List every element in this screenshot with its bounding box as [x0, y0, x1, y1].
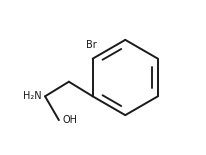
Text: OH: OH — [63, 115, 78, 125]
Text: Br: Br — [86, 40, 97, 50]
Text: H₂N: H₂N — [23, 91, 41, 101]
